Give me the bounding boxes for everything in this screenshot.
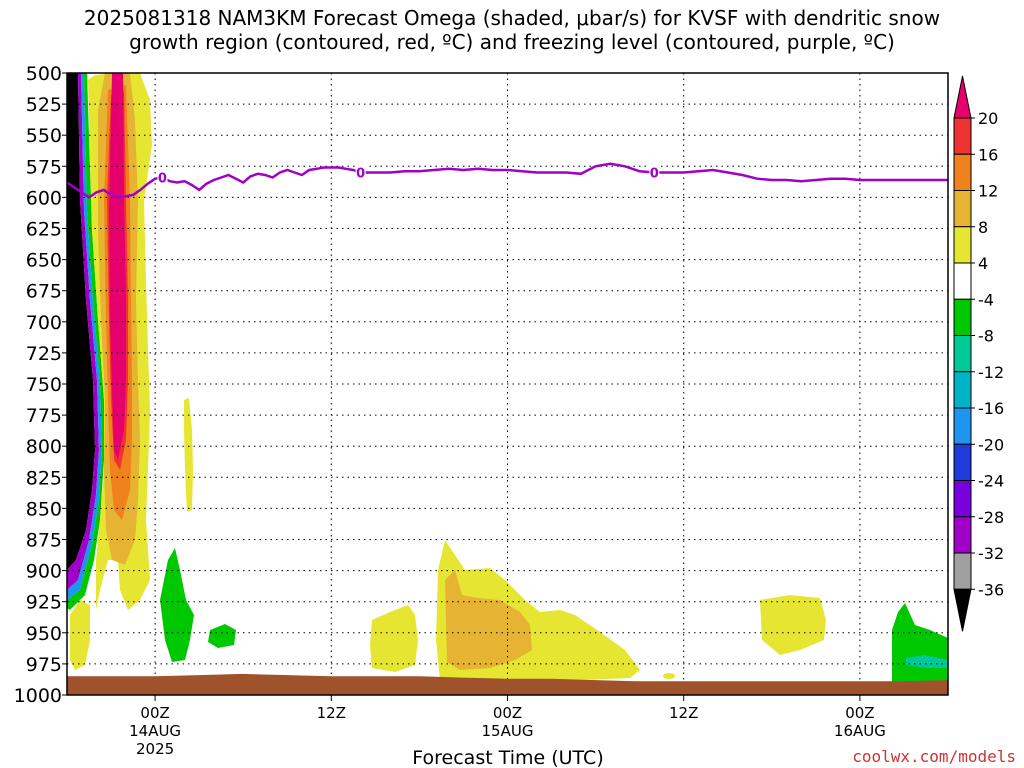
colorbar-label: -12: [978, 363, 1004, 382]
x-tick-label: 12Z: [317, 704, 346, 722]
y-tick-label: 900: [26, 561, 62, 583]
freezing-level-labels: 0 0 0: [157, 164, 660, 186]
y-tick-label: 825: [26, 467, 62, 489]
colorbar-segment: [953, 443, 972, 481]
y-tick-label: 850: [26, 498, 62, 520]
omega-region-yellow-left-low: [70, 600, 90, 670]
colorbar-label: 20: [978, 109, 998, 128]
x-tick-label: 00Z: [140, 704, 169, 722]
y-tick-label: 625: [26, 219, 62, 241]
y-tick-label: 925: [26, 592, 62, 614]
chart-title-line-2: growth region (contoured, red, ºC) and f…: [129, 30, 895, 54]
freezing-level-label: 0: [158, 171, 167, 186]
colorbar-label: -28: [978, 508, 1004, 527]
colorbar-segment: [953, 190, 972, 228]
colorbar-segment: [953, 262, 972, 300]
y-tick-label: 675: [26, 281, 62, 303]
colorbar-segment: [953, 480, 972, 518]
colorbar-segment: [953, 117, 972, 155]
y-tick-label: 700: [26, 312, 62, 334]
freezing-label-background: [649, 164, 660, 179]
y-tick-label: 600: [26, 187, 62, 209]
colorbar-label: -16: [978, 399, 1004, 418]
omega-region-green-blob-1: [160, 548, 194, 662]
colorbar-segment: [953, 407, 972, 445]
y-tick-label: 775: [26, 405, 62, 427]
chart-title-line-1: 2025081318 NAM3KM Forecast Omega (shaded…: [83, 6, 941, 30]
colorbar-segment: [953, 153, 972, 191]
x-tick-label: 12Z: [669, 704, 698, 722]
colorbar-segment: [953, 516, 972, 554]
omega-region-yellow-blob-3: [760, 595, 826, 655]
omega-region-orange-blob: [445, 570, 532, 670]
freezing-label-background: [157, 169, 168, 184]
y-tick-label: 650: [26, 250, 62, 272]
colorbar-label: -36: [978, 580, 1004, 599]
x-tick-label: 00Z: [845, 704, 874, 722]
freezing-level-label: 0: [650, 167, 659, 182]
y-tick-label: 550: [26, 125, 62, 147]
y-tick-label: 750: [26, 374, 62, 396]
freezing-level-contour: [67, 162, 948, 199]
chart-title: 2025081318 NAM3KM Forecast Omega (shaded…: [0, 6, 1024, 54]
colorbar-label: 12: [978, 182, 998, 201]
colorbar: 20 16 12 8 4 -4 -8 -12 -16 -20 -24 -28 -32 -36: [953, 75, 1004, 632]
colorbar-bottom-arrow: [953, 588, 972, 632]
omega-region-magenta-core: [109, 73, 126, 460]
freezing-level-label: 0: [356, 167, 365, 182]
y-tick-label: 725: [26, 343, 62, 365]
colorbar-label: -24: [978, 472, 1004, 491]
omega-region-teal-right: [906, 655, 948, 668]
colorbar-segment: [953, 552, 972, 590]
colorbar-segment: [953, 298, 972, 336]
colorbar-label: -32: [978, 544, 1004, 563]
freezing-label-background: [355, 164, 366, 179]
colorbar-label: 4: [978, 254, 988, 273]
x-tick-label: 00Z: [493, 704, 522, 722]
x-tick-date-label: 16AUG: [834, 722, 886, 740]
omega-region-blue: [67, 73, 102, 600]
omega-region-green-right: [892, 603, 948, 688]
grid-lines: [67, 73, 948, 695]
colorbar-segment: [953, 371, 972, 409]
y-tick-label: 525: [26, 94, 62, 116]
omega-region-yellow-streak: [184, 398, 193, 512]
colorbar-segment: [953, 226, 972, 264]
colorbar-label: 16: [978, 145, 998, 164]
omega-region-yellow-blob-1: [370, 605, 418, 672]
colorbar-label: -20: [978, 435, 1004, 454]
colorbar-label: -4: [978, 290, 994, 309]
colorbar-segment: [953, 335, 972, 373]
y-tick-label: 975: [26, 654, 62, 676]
terrain-surface: [67, 673, 948, 695]
x-tick-date-label: 15AUG: [482, 722, 534, 740]
y-axis: 500 525 550 575 600 625 650 675 700 725 750 775 800 8…: [14, 63, 67, 707]
omega-region-purple: [67, 73, 99, 590]
colorbar-label: 8: [978, 218, 988, 237]
y-tick-label: 575: [26, 156, 62, 178]
x-tick-date-label: 14AUG: [129, 722, 181, 740]
y-tick-label: 1000: [14, 685, 62, 707]
y-tick-label: 800: [26, 436, 62, 458]
colorbar-label: -8: [978, 327, 994, 346]
y-tick-label: 950: [26, 623, 62, 645]
colorbar-top-arrow: [953, 75, 972, 119]
x-axis-label: Forecast Time (UTC): [412, 747, 603, 768]
watermark-text: coolwx.com/models: [852, 747, 1016, 766]
y-tick-label: 875: [26, 530, 62, 552]
y-tick-label: 500: [26, 63, 62, 85]
x-tick-year-label: 2025: [136, 740, 174, 758]
omega-region-yellow-dot: [663, 673, 675, 679]
omega-region-green-blob-2: [208, 624, 236, 648]
